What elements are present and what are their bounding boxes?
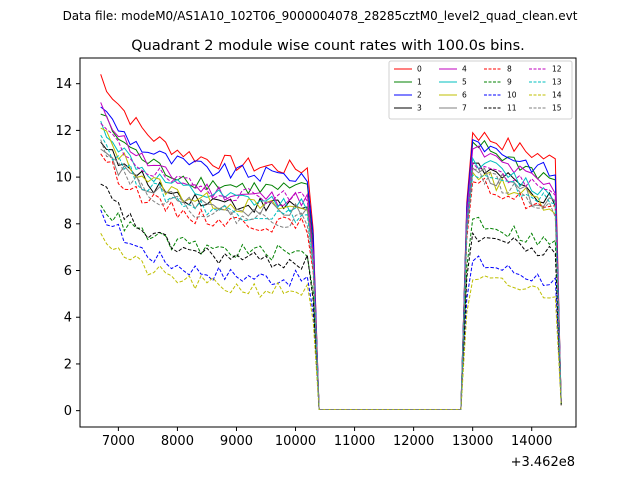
y-tick-label-2: 2 — [64, 357, 72, 372]
legend-label-7: 7 — [462, 104, 467, 113]
legend-label-12: 12 — [552, 65, 562, 74]
y-tick-label-8: 8 — [64, 217, 72, 232]
legend-box — [388, 60, 573, 120]
legend-label-10: 10 — [507, 91, 517, 100]
y-tick-label-4: 4 — [64, 311, 72, 326]
legend-label-3: 3 — [417, 104, 422, 113]
x-axis: 7000 8000 9000 10000 11000 12000 13000 14000 — [102, 427, 552, 449]
x-tick-label-10000: 10000 — [275, 434, 316, 449]
x-tick-label-8000: 8000 — [161, 434, 194, 449]
series-line-1 — [100, 113, 562, 410]
legend-label-1: 1 — [417, 78, 422, 87]
x-tick-label-13000: 13000 — [452, 434, 493, 449]
series-line-11 — [100, 183, 562, 410]
x-tick-label-12000: 12000 — [393, 434, 434, 449]
series-line-6 — [100, 127, 562, 410]
x-offset-label: +3.462e8 — [511, 455, 575, 470]
legend-label-9: 9 — [507, 78, 512, 87]
y-tick-label-0: 0 — [64, 404, 72, 419]
series-line-5 — [100, 120, 562, 410]
legend-label-14: 14 — [552, 91, 562, 100]
y-tick-label-12: 12 — [55, 124, 72, 139]
series-line-15 — [100, 139, 562, 410]
figure-suptitle: Data file: modeM0/AS1A10_102T06_90000040… — [63, 9, 578, 23]
x-tick-label-14000: 14000 — [511, 434, 552, 449]
series-line-8 — [100, 153, 562, 410]
x-tick-label-9000: 9000 — [220, 434, 253, 449]
y-tick-label-10: 10 — [55, 171, 72, 186]
y-tick-label-14: 14 — [55, 77, 72, 92]
series-line-3 — [100, 141, 562, 410]
y-tick-label-6: 6 — [64, 264, 72, 279]
series-line-2 — [100, 106, 562, 410]
chart-title: Quadrant 2 module wise count rates with … — [131, 38, 525, 54]
series-line-10 — [100, 209, 562, 410]
legend-label-2: 2 — [417, 91, 422, 100]
legend-label-8: 8 — [507, 65, 512, 74]
series-line-12 — [100, 123, 562, 410]
plot-lines — [100, 74, 562, 410]
legend-label-0: 0 — [417, 65, 422, 74]
legend-label-15: 15 — [552, 104, 562, 113]
series-line-0 — [100, 74, 562, 410]
legend-label-13: 13 — [552, 78, 562, 87]
series-line-13 — [100, 134, 562, 410]
x-tick-label-11000: 11000 — [334, 434, 375, 449]
y-axis: 0 2 4 6 8 10 12 14 — [55, 77, 80, 419]
x-tick-label-7000: 7000 — [102, 434, 135, 449]
series-line-9 — [100, 204, 562, 410]
series-line-4 — [100, 102, 562, 410]
legend-label-4: 4 — [462, 65, 467, 74]
legend-label-5: 5 — [462, 78, 467, 87]
legend-label-11: 11 — [507, 104, 517, 113]
series-line-14 — [100, 232, 562, 410]
axes-frame — [79, 57, 577, 428]
legend-label-6: 6 — [462, 91, 467, 100]
